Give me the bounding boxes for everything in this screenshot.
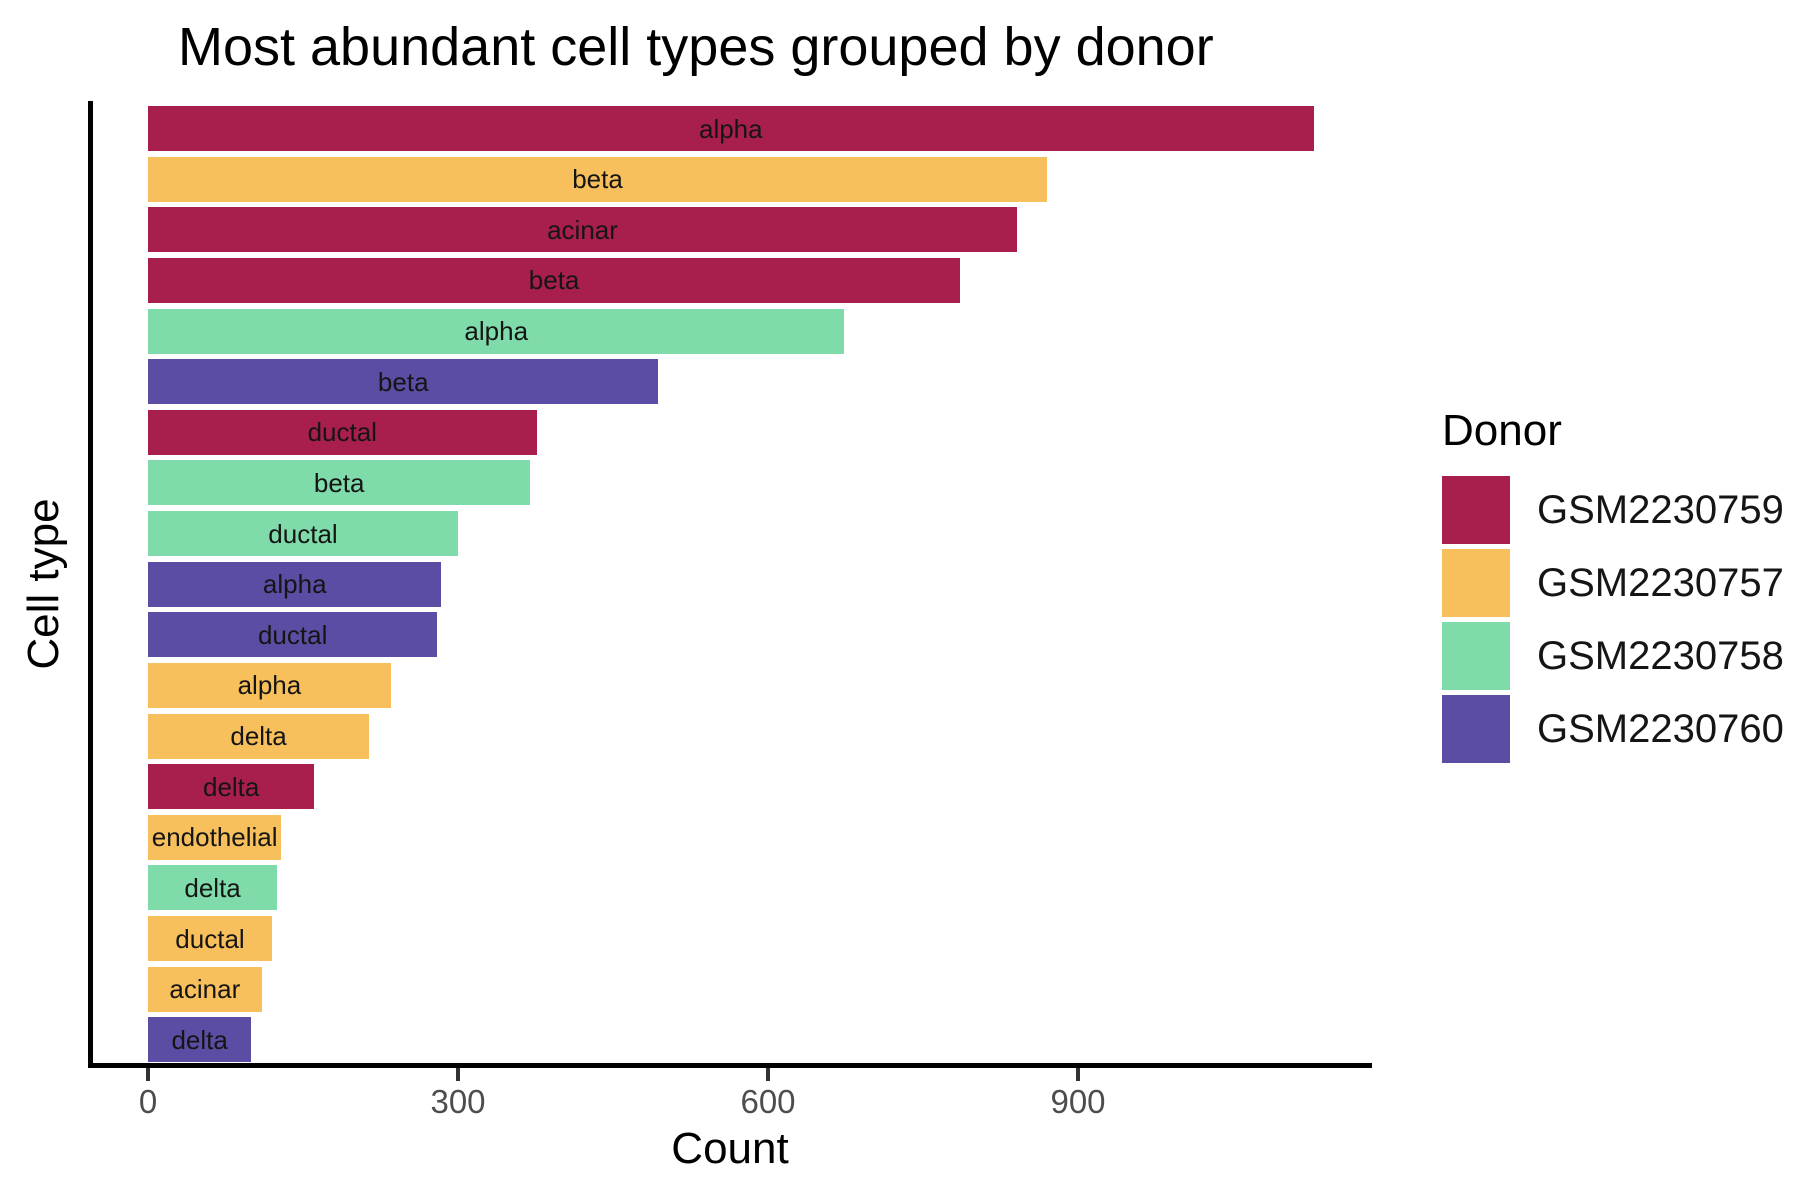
bar-endothelial-GSM2230757: endothelial (148, 814, 282, 860)
legend-label-GSM2230757: GSM2230757 (1537, 560, 1784, 605)
bar-alpha-GSM2230759: alpha (148, 106, 1314, 151)
bar-label: beta (528, 265, 580, 296)
y-axis-title: Cell type (19, 498, 68, 670)
x-tick-mark (1076, 1068, 1080, 1081)
bar-ductal-GSM2230759: ductal (148, 409, 537, 455)
bar-delta-GSM2230759: delta (148, 764, 315, 810)
bar-label: ductal (307, 417, 377, 448)
legend-title: Donor (1442, 406, 1562, 455)
bar-alpha-GSM2230760: alpha (148, 561, 442, 607)
bar-label: delta (202, 771, 260, 802)
bar-label: delta (230, 721, 287, 752)
y-axis-line (88, 101, 93, 1068)
legend-label-GSM2230759: GSM2230759 (1537, 487, 1784, 532)
legend-swatch-GSM2230758 (1442, 622, 1510, 690)
legend-label-GSM2230760: GSM2230760 (1537, 706, 1784, 751)
x-tick-mark (766, 1068, 770, 1081)
bar-label: beta (313, 467, 365, 498)
bar-label: delta (171, 1024, 228, 1055)
x-tick-label: 0 (138, 1083, 158, 1120)
x-tick-label: 900 (1050, 1083, 1106, 1120)
bar-alpha-GSM2230757: alpha (148, 662, 391, 708)
x-tick-mark (456, 1068, 460, 1081)
bar-beta-GSM2230758: beta (148, 460, 531, 506)
bar-ductal-GSM2230758: ductal (148, 511, 458, 557)
bar-label: acinar (547, 214, 618, 245)
bar-label: alpha (698, 113, 763, 144)
x-axis-title: Count (671, 1124, 789, 1173)
x-axis-line (88, 1063, 1372, 1068)
bar-label: acinar (169, 974, 241, 1005)
legend-swatch-GSM2230757 (1442, 549, 1510, 617)
bar-alpha-GSM2230758: alpha (148, 308, 845, 354)
bar-acinar-GSM2230757: acinar (148, 966, 262, 1012)
bar-beta-GSM2230759: beta (148, 257, 961, 303)
bar-label: ductal (175, 923, 245, 954)
x-tick-label: 300 (430, 1083, 486, 1120)
bar-label: endothelial (151, 822, 278, 853)
bar-label: alpha (262, 569, 327, 600)
legend-swatch-GSM2230759 (1442, 476, 1510, 544)
bar-label: alpha (237, 670, 302, 701)
bar-acinar-GSM2230759: acinar (148, 207, 1018, 253)
bar-delta-GSM2230757: delta (148, 713, 370, 759)
legend-label-GSM2230758: GSM2230758 (1537, 633, 1784, 678)
x-tick-mark (146, 1068, 150, 1081)
bar-beta-GSM2230757: beta (148, 156, 1047, 202)
bar-label: ductal (268, 518, 338, 549)
chart-title: Most abundant cell types grouped by dono… (178, 17, 1214, 77)
bar-label: delta (184, 872, 241, 903)
bar-ductal-GSM2230757: ductal (148, 916, 272, 962)
bar-label: beta (377, 366, 429, 397)
legend-swatch-GSM2230760 (1442, 695, 1510, 763)
bar-label: beta (572, 164, 623, 195)
bar-ductal-GSM2230760: ductal (148, 612, 438, 658)
bar-beta-GSM2230760: beta (148, 359, 659, 405)
bar-delta-GSM2230758: delta (148, 865, 278, 911)
x-tick-label: 600 (740, 1083, 796, 1120)
bar-label: alpha (464, 316, 529, 347)
bar-delta-GSM2230760: delta (148, 1017, 252, 1063)
bar-label: ductal (257, 619, 328, 650)
